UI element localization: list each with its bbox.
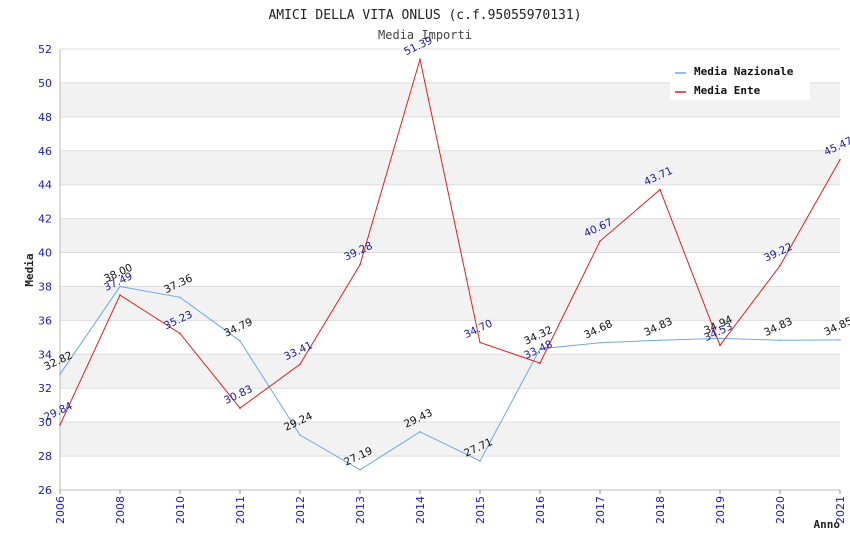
y-tick-label: 48 <box>38 111 52 124</box>
data-point <box>539 348 541 350</box>
data-point <box>659 188 661 191</box>
data-point <box>719 337 721 340</box>
y-tick-label: 36 <box>38 314 52 327</box>
data-point <box>419 58 421 61</box>
data-point <box>59 424 61 426</box>
data-point <box>179 332 181 335</box>
data-point <box>359 469 361 471</box>
legend-label-media-ente: Media Ente <box>694 84 761 97</box>
x-tick-label: 2012 <box>294 496 307 524</box>
data-point <box>719 344 721 347</box>
y-tick-label: 50 <box>38 77 52 90</box>
data-point <box>299 363 301 366</box>
x-tick-label: 2006 <box>54 496 67 524</box>
x-tick-label: 2016 <box>534 496 547 524</box>
y-tick-label: 26 <box>38 484 52 497</box>
data-point <box>239 340 241 342</box>
data-point <box>779 339 781 342</box>
x-tick-label: 2011 <box>234 496 247 524</box>
data-point <box>359 263 361 266</box>
y-tick-label: 28 <box>38 450 52 463</box>
y-tick-label: 44 <box>38 179 52 192</box>
grid-band <box>60 150 840 185</box>
y-tick-label: 40 <box>38 247 52 260</box>
grid-band <box>60 354 840 389</box>
data-label: 34.68 <box>582 318 614 342</box>
y-tick-label: 52 <box>38 43 52 56</box>
y-tick-label: 42 <box>38 213 52 226</box>
data-point <box>119 294 121 296</box>
data-point <box>539 362 541 364</box>
legend-label-media-nazionale: Media Nazionale <box>694 65 794 78</box>
x-tick-label: 2014 <box>414 496 427 524</box>
x-tick-label: 2015 <box>474 496 487 524</box>
x-axis-ticks: 2006 2008 2010 2011 2012 2013 2014 2015 2016 2017… <box>54 490 847 524</box>
legend-box <box>670 60 810 100</box>
data-point <box>299 434 301 436</box>
data-point <box>59 373 61 376</box>
x-tick-label: 2021 <box>834 496 847 524</box>
data-point <box>599 341 601 344</box>
grid-band <box>60 286 840 321</box>
data-point <box>479 460 481 462</box>
x-tick-label: 2018 <box>654 496 667 524</box>
chart-subtitle: Media Importi <box>378 28 472 42</box>
grid-band <box>60 218 840 253</box>
data-point <box>839 339 841 341</box>
data-point <box>839 158 841 161</box>
x-tick-label: 2017 <box>594 496 607 524</box>
x-tick-label: 2020 <box>774 496 787 524</box>
y-axis-label: Media <box>23 253 36 286</box>
y-tick-label: 46 <box>38 145 52 158</box>
x-tick-label: 2008 <box>114 496 127 524</box>
series-lines <box>59 58 841 471</box>
y-tick-label: 32 <box>38 382 52 395</box>
grid-band <box>60 422 840 457</box>
chart-title: AMICI DELLA VITA ONLUS (c.f.95055970131) <box>268 8 581 23</box>
data-label: 34.70 <box>462 318 494 342</box>
data-point <box>779 264 781 267</box>
data-point <box>419 431 421 433</box>
grid-bands <box>60 82 840 457</box>
data-point <box>239 407 241 409</box>
x-tick-label: 2013 <box>354 496 367 524</box>
data-point <box>119 285 121 288</box>
legend: Media Nazionale Media Ente <box>670 60 810 100</box>
data-point <box>479 341 481 344</box>
data-point <box>179 296 181 299</box>
x-tick-label: 2019 <box>714 496 727 524</box>
y-tick-label: 34 <box>38 348 52 361</box>
series-line-1 <box>59 59 841 426</box>
y-tick-label: 38 <box>38 280 52 293</box>
series-line-0 <box>59 285 841 471</box>
x-tick-label: 2010 <box>174 496 187 524</box>
y-axis-ticks: 26 28 30 32 34 36 38 40 42 44 46 48 50 52 <box>38 43 52 497</box>
data-point <box>659 339 661 342</box>
x-axis-label: Anno <box>814 518 841 531</box>
data-label: 29.84 <box>42 400 75 424</box>
data-point <box>599 240 601 242</box>
y-tick-label: 30 <box>38 416 52 429</box>
